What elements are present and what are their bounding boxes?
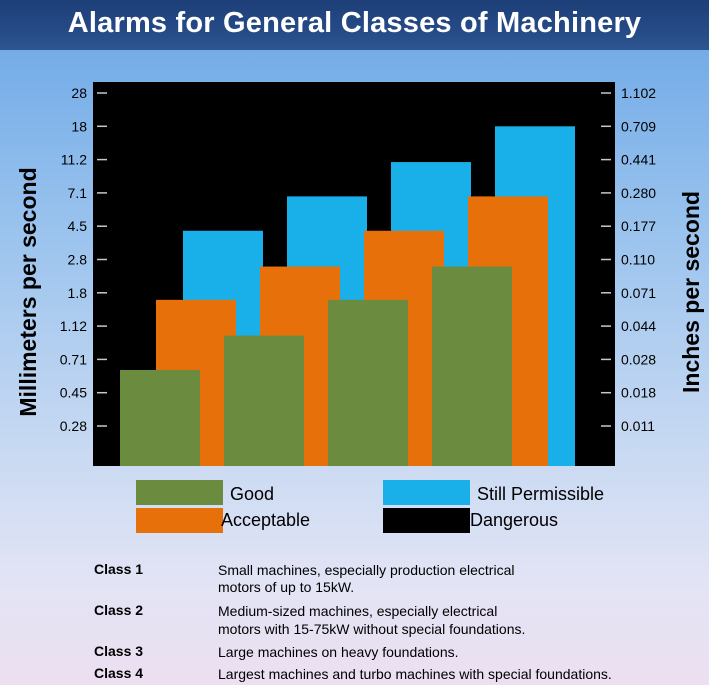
right-axis-title: Inches per second (678, 191, 704, 393)
left-tick-label: 4.5 (68, 218, 88, 234)
left-tick-label: 28 (71, 85, 87, 101)
right-axis: 1.102 0.709 0.441 0.280 0.177 0.110 0.071 0.044… (601, 85, 656, 434)
left-tick-label: 2.8 (68, 252, 88, 268)
class-1-name: Class 1 (94, 561, 144, 577)
right-tick-label: 0.280 (621, 185, 656, 201)
bars-group (120, 126, 575, 467)
class-1-desc-line1: Small machines, especially production el… (218, 562, 515, 578)
left-axis-title: Millimeters per second (15, 167, 41, 416)
bar-good-class-3 (328, 299, 408, 466)
bar-good-class-1 (120, 369, 200, 466)
left-tick-label: 1.12 (60, 318, 87, 334)
right-tick-label: 0.071 (621, 285, 656, 301)
class-2-desc-line2: motors with 15-75kW without special foun… (218, 621, 526, 637)
left-tick-label: 0.71 (60, 351, 87, 367)
right-tick-label: 1.102 (621, 85, 656, 101)
legend-label-acceptable: Acceptable (221, 510, 311, 530)
bar-good-class-4 (432, 266, 512, 466)
bar-good-class-2 (224, 335, 304, 466)
legend-swatch-dangerous (383, 508, 470, 533)
left-axis: 28 18 11.2 7.1 4.5 2.8 1.8 1.12 0.71 0.45 0.28 (60, 85, 107, 434)
class-3-desc-line1: Large machines on heavy foundations. (218, 644, 459, 660)
legend-swatch-acceptable (136, 508, 223, 533)
right-tick-label: 0.044 (621, 318, 656, 334)
class-2-name: Class 2 (94, 602, 144, 618)
chart: 28 18 11.2 7.1 4.5 2.8 1.8 1.12 0.71 0.45 0.28 1.1… (15, 82, 704, 467)
left-tick-label: 7.1 (68, 185, 88, 201)
legend-label-good: Good (230, 484, 275, 504)
right-tick-label: 0.177 (621, 218, 656, 234)
page-title: Alarms for General Classes of Machinery (67, 7, 642, 39)
left-tick-label: 0.28 (60, 418, 87, 434)
class-1-desc-line2: motors of up to 15kW. (218, 579, 355, 595)
left-tick-label: 1.8 (68, 285, 88, 301)
right-tick-label: 0.011 (621, 418, 655, 434)
right-tick-label: 0.028 (621, 351, 656, 367)
legend-label-dangerous: Dangerous (470, 510, 559, 530)
left-tick-label: 18 (71, 118, 87, 134)
legend-label-still-permissible: Still Permissible (477, 484, 605, 504)
right-tick-label: 0.709 (621, 118, 656, 134)
left-tick-label: 0.45 (60, 385, 87, 401)
title-bar: Alarms for General Classes of Machinery (0, 0, 709, 50)
left-tick-label: 11.2 (61, 152, 87, 168)
right-tick-label: 0.110 (621, 252, 655, 268)
right-tick-label: 0.018 (621, 385, 656, 401)
legend-swatch-still-permissible (383, 480, 470, 505)
class-4-name: Class 4 (94, 665, 144, 681)
class-3-name: Class 3 (94, 643, 144, 659)
class-4-desc-line1: Largest machines and turbo machines with… (218, 666, 612, 682)
legend-swatch-good (136, 480, 223, 505)
right-tick-label: 0.441 (621, 152, 656, 168)
class-2-desc-line1: Medium-sized machines, especially electr… (218, 603, 498, 619)
